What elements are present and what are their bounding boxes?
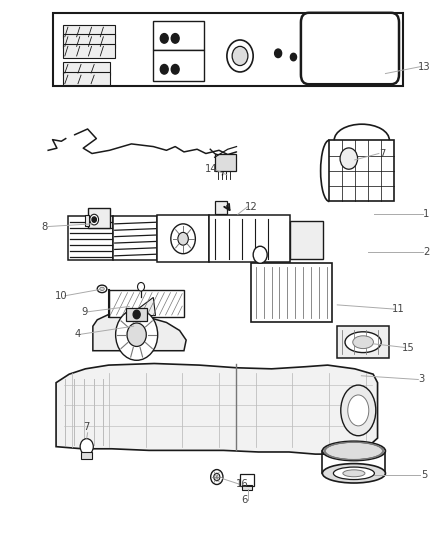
Text: 2: 2 bbox=[423, 247, 429, 256]
Bar bbox=[290, 221, 323, 259]
Circle shape bbox=[171, 64, 179, 74]
Ellipse shape bbox=[322, 464, 385, 483]
Polygon shape bbox=[129, 297, 155, 316]
Ellipse shape bbox=[322, 441, 385, 461]
Circle shape bbox=[80, 439, 93, 455]
Polygon shape bbox=[93, 314, 186, 351]
Text: 6: 6 bbox=[242, 495, 248, 505]
Text: 8: 8 bbox=[42, 222, 48, 231]
Circle shape bbox=[92, 217, 96, 222]
Bar bbox=[153, 50, 204, 81]
Text: 16: 16 bbox=[236, 479, 249, 489]
Bar bbox=[215, 201, 227, 214]
Text: 15: 15 bbox=[402, 343, 415, 352]
Bar bbox=[85, 215, 89, 226]
Bar bbox=[88, 208, 110, 228]
Ellipse shape bbox=[343, 470, 365, 477]
Text: 9: 9 bbox=[81, 307, 87, 317]
Text: 12: 12 bbox=[244, 202, 258, 212]
Circle shape bbox=[90, 214, 99, 225]
FancyBboxPatch shape bbox=[63, 34, 115, 48]
Ellipse shape bbox=[348, 395, 369, 426]
Text: 11: 11 bbox=[392, 304, 405, 314]
Circle shape bbox=[227, 40, 253, 72]
Text: 5: 5 bbox=[421, 471, 427, 480]
Text: 10: 10 bbox=[55, 291, 67, 301]
Text: 4: 4 bbox=[74, 329, 81, 339]
Text: 7: 7 bbox=[84, 423, 90, 432]
Circle shape bbox=[138, 282, 145, 291]
FancyBboxPatch shape bbox=[63, 62, 110, 75]
Bar bbox=[337, 326, 389, 358]
Bar bbox=[68, 216, 113, 260]
Bar bbox=[215, 154, 236, 171]
Text: 14: 14 bbox=[205, 165, 217, 174]
Ellipse shape bbox=[333, 467, 374, 480]
Bar bbox=[329, 140, 394, 201]
Bar bbox=[109, 290, 184, 317]
Circle shape bbox=[133, 310, 140, 319]
Circle shape bbox=[171, 34, 179, 43]
Bar bbox=[53, 13, 403, 86]
Circle shape bbox=[178, 232, 188, 245]
Circle shape bbox=[211, 470, 223, 484]
Ellipse shape bbox=[341, 385, 376, 436]
Circle shape bbox=[214, 473, 220, 481]
FancyBboxPatch shape bbox=[63, 44, 115, 58]
Text: 3: 3 bbox=[419, 375, 425, 384]
Text: 1: 1 bbox=[423, 209, 429, 219]
Bar bbox=[242, 485, 252, 490]
FancyBboxPatch shape bbox=[63, 72, 110, 85]
Bar bbox=[81, 452, 92, 459]
Bar bbox=[153, 21, 204, 50]
Bar bbox=[126, 308, 147, 321]
Circle shape bbox=[275, 49, 282, 58]
FancyBboxPatch shape bbox=[63, 25, 115, 38]
Circle shape bbox=[290, 53, 297, 61]
Circle shape bbox=[232, 46, 248, 66]
Text: 13: 13 bbox=[418, 62, 430, 71]
Bar bbox=[157, 215, 209, 262]
Bar bbox=[240, 474, 254, 486]
Circle shape bbox=[340, 148, 357, 169]
FancyBboxPatch shape bbox=[301, 13, 399, 84]
Circle shape bbox=[253, 246, 267, 263]
Bar bbox=[251, 263, 332, 322]
Text: 7: 7 bbox=[379, 149, 385, 158]
Ellipse shape bbox=[345, 332, 381, 353]
Bar bbox=[209, 215, 290, 262]
Bar bbox=[113, 216, 157, 260]
Circle shape bbox=[116, 309, 158, 360]
Circle shape bbox=[171, 224, 195, 254]
Circle shape bbox=[160, 34, 168, 43]
Polygon shape bbox=[56, 364, 378, 454]
Circle shape bbox=[160, 64, 168, 74]
Circle shape bbox=[127, 323, 146, 346]
Ellipse shape bbox=[353, 336, 374, 349]
